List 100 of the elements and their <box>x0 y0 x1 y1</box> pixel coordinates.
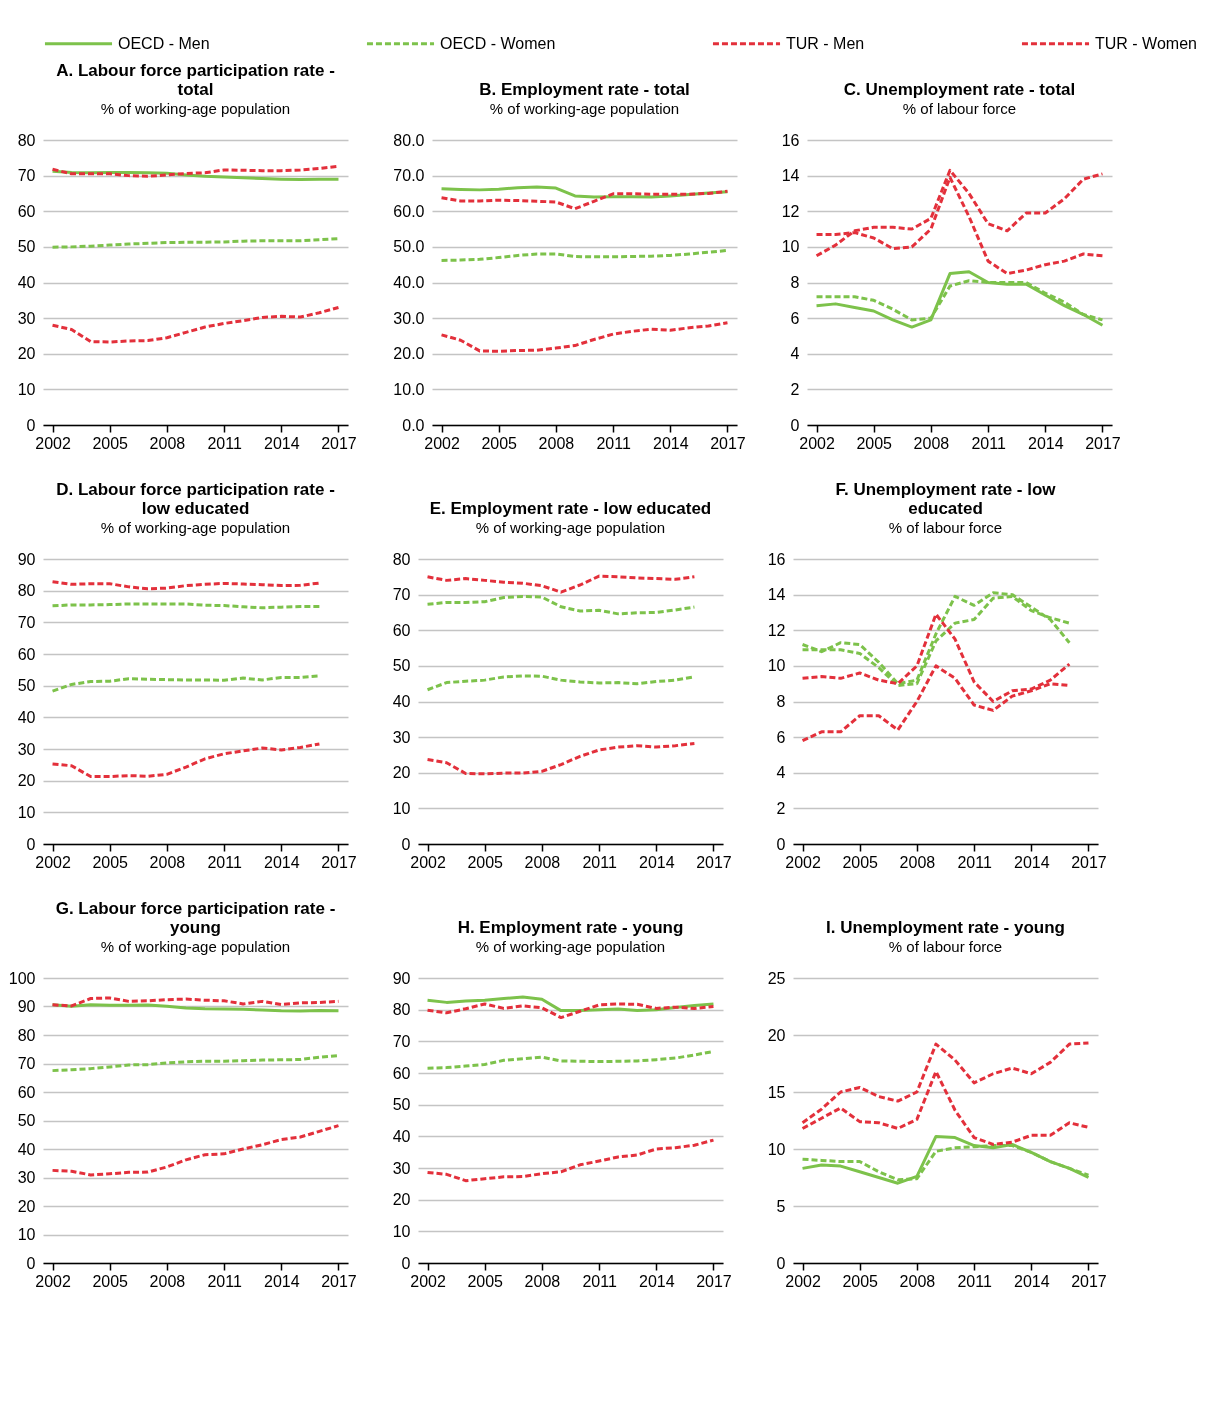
line-series <box>51 674 321 693</box>
y-tick-label: 14 <box>767 586 786 604</box>
line-series <box>51 1054 340 1073</box>
line-series <box>801 1041 1090 1125</box>
y-tick-label: 50 <box>17 1112 36 1129</box>
y-tick-label: 20.0 <box>393 345 425 363</box>
y-tick-label: 70 <box>392 1032 411 1050</box>
y-tick-label: 10 <box>17 803 36 821</box>
x-tick-label: 2011 <box>582 1272 617 1290</box>
y-tick-label: 30 <box>17 740 36 758</box>
chart-title: I. Unemployment rate - young <box>826 918 1065 937</box>
x-tick-label: 2011 <box>596 434 631 452</box>
x-tick-label: 2002 <box>35 853 71 871</box>
x-tick-label: 2014 <box>638 853 675 871</box>
line-series <box>440 189 729 211</box>
x-tick-label: 2008 <box>524 853 561 871</box>
y-tick-label: 0 <box>26 1254 36 1272</box>
x-tick-label: 2002 <box>785 853 821 871</box>
y-tick-label: 25 <box>767 969 786 987</box>
chart-title: F. Unemployment rate - low educated <box>835 480 1057 518</box>
line-series <box>801 1069 1090 1146</box>
y-tick-label: 30 <box>17 1169 36 1186</box>
line-series <box>426 1002 715 1020</box>
y-tick-label: 8 <box>776 693 786 710</box>
y-tick-label: 80.0 <box>393 131 425 149</box>
line-series <box>426 1138 715 1183</box>
y-tick-label: 60 <box>17 1083 36 1101</box>
chart-subtitle: % of working-age population <box>489 100 680 117</box>
y-tick-label: 6 <box>776 728 786 746</box>
x-tick-label: 2005 <box>856 434 893 452</box>
y-tick-label: 10 <box>767 1140 786 1158</box>
x-tick-label: 2008 <box>149 1272 186 1290</box>
x-tick-label: 2005 <box>481 434 518 452</box>
y-tick-label: 2 <box>776 799 786 817</box>
line-series <box>51 237 340 249</box>
x-tick-label: 2014 <box>652 434 689 452</box>
x-tick-label: 2014 <box>1013 1272 1050 1290</box>
x-tick-label: 2014 <box>263 1272 300 1290</box>
y-tick-label: 20 <box>767 1026 786 1044</box>
line-series <box>51 742 321 779</box>
chart-subtitle: % of labour force <box>888 519 1003 536</box>
line-series <box>426 742 696 776</box>
x-tick-label: 2017 <box>696 1272 732 1290</box>
chart-subtitle: % of labour force <box>902 100 1017 117</box>
x-tick-label: 2017 <box>321 1272 357 1290</box>
x-tick-label: 2017 <box>321 434 357 452</box>
x-tick-label: 2008 <box>149 434 186 452</box>
y-tick-label: 20 <box>392 764 411 782</box>
chart-title: C. Unemployment rate - total <box>843 80 1076 99</box>
y-tick-label: 30 <box>392 1159 411 1177</box>
y-tick-label: 0 <box>401 1254 411 1272</box>
x-tick-label: 2014 <box>1027 434 1064 452</box>
x-tick-label: 2008 <box>913 434 950 452</box>
y-tick-label: 12 <box>767 621 786 639</box>
x-tick-label: 2011 <box>207 1272 242 1290</box>
y-tick-label: 0.0 <box>402 416 425 434</box>
x-tick-label: 2005 <box>467 853 504 871</box>
chart-subtitle: % of working-age population <box>100 519 291 536</box>
y-tick-label: 70 <box>17 167 36 185</box>
y-tick-label: 50 <box>392 657 411 675</box>
x-tick-label: 2011 <box>582 853 617 871</box>
x-tick-label: 2011 <box>957 853 992 871</box>
y-tick-label: 10.0 <box>393 380 425 398</box>
y-tick-label: 40 <box>17 1140 36 1158</box>
chart-title: H. Employment rate - young <box>457 918 684 937</box>
y-tick-label: 40 <box>392 1127 411 1145</box>
y-tick-label: 60 <box>392 1064 411 1082</box>
y-tick-label: 50.0 <box>393 238 425 256</box>
x-tick-label: 2002 <box>799 434 835 452</box>
chart-title: D. Labour force participation rate - low educated <box>56 480 335 518</box>
y-tick-label: 100 <box>8 969 36 987</box>
y-tick-label: 90 <box>17 998 36 1015</box>
x-tick-label: 2014 <box>1013 853 1050 871</box>
x-tick-label: 2002 <box>785 1272 821 1290</box>
line-series <box>51 305 340 344</box>
y-tick-label: 80 <box>17 582 36 600</box>
y-tick-label: 40 <box>392 693 411 710</box>
y-tick-label: 20 <box>392 1191 411 1209</box>
x-tick-label: 2002 <box>410 853 446 871</box>
y-tick-label: 6 <box>790 309 800 327</box>
y-tick-label: 15 <box>767 1083 786 1101</box>
y-tick-label: 8 <box>790 274 800 291</box>
y-tick-label: 4 <box>790 345 800 363</box>
x-tick-label: 2002 <box>410 1272 446 1290</box>
x-tick-label: 2011 <box>207 853 242 871</box>
y-tick-label: 70 <box>392 586 411 604</box>
y-tick-label: 20 <box>17 772 36 790</box>
x-tick-label: 2014 <box>263 434 300 452</box>
y-tick-label: 90 <box>392 969 411 987</box>
legend-label: TUR - Men <box>786 34 865 52</box>
y-tick-label: 5 <box>776 1197 786 1215</box>
y-tick-label: 60 <box>17 645 36 663</box>
y-tick-label: 10 <box>767 657 786 675</box>
chart-subtitle: % of working-age population <box>475 519 666 536</box>
y-tick-label: 50 <box>392 1096 411 1114</box>
chart-subtitle: % of working-age population <box>100 100 291 117</box>
legend-label: OECD - Women <box>440 34 556 52</box>
y-tick-label: 10 <box>781 238 800 256</box>
line-series <box>440 248 729 262</box>
x-tick-label: 2005 <box>92 434 129 452</box>
